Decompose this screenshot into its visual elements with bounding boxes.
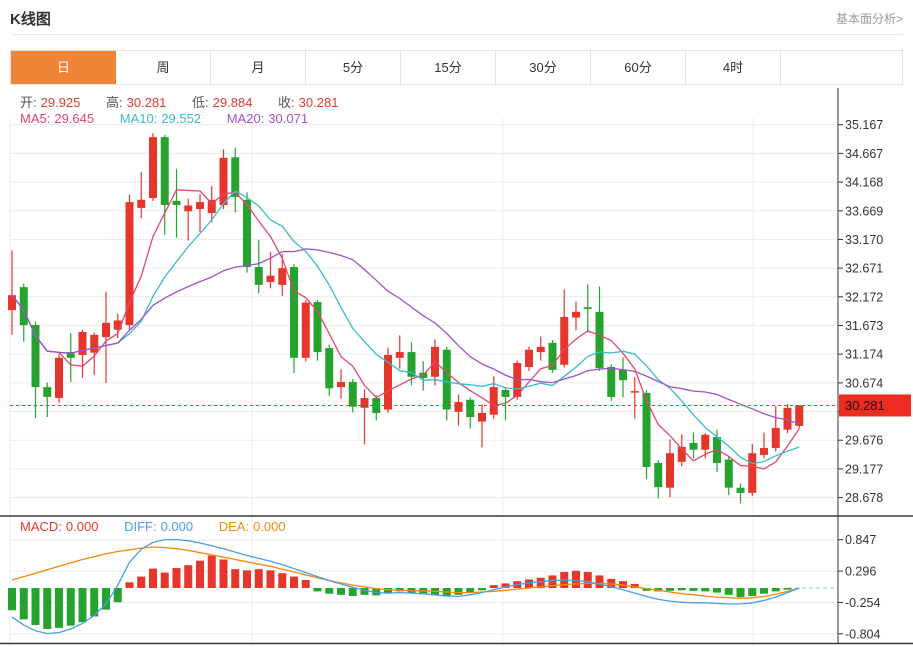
- ohlc-close-value: 30.281: [298, 95, 339, 110]
- ma20-value: 30.071: [268, 111, 309, 126]
- main-price-chart[interactable]: 35.167 34.667 34.168 33.669 33.170 32.671 32.1…: [0, 88, 913, 515]
- diff-line: [11, 538, 800, 635]
- ma10-value: 29.552: [161, 111, 202, 126]
- dea-line: [11, 546, 800, 599]
- svg-text:0.847: 0.847: [845, 533, 876, 547]
- svg-text:0.296: 0.296: [845, 565, 876, 579]
- tab-周[interactable]: 周: [116, 51, 211, 84]
- svg-text:32.172: 32.172: [845, 290, 883, 304]
- svg-text:31.174: 31.174: [845, 348, 883, 362]
- svg-text:-0.804: -0.804: [845, 627, 880, 641]
- tab-bar: 日周月 5分 15分 30分 60分 4时: [10, 50, 903, 85]
- macd-value: 0.000: [65, 519, 99, 534]
- ma5-line: [11, 189, 800, 470]
- ohlc-low-value: 29.884: [212, 95, 253, 110]
- ohlc-close-label: 收:: [278, 95, 295, 110]
- candles-group: [8, 133, 804, 504]
- macd-chart[interactable]: 0.847 0.296 -0.254 -0.804: [0, 515, 913, 647]
- ohlc-row: 开: 29.925 高: 30.281 低: 29.884 收: 30.281: [20, 92, 342, 111]
- dea-value: 0.000: [253, 519, 286, 534]
- header: K线图 基本面分析>: [10, 0, 903, 35]
- ohlc-open-value: 29.925: [40, 95, 81, 110]
- svg-text:30.281: 30.281: [845, 398, 885, 413]
- ohlc-high-value: 30.281: [126, 95, 167, 110]
- page-title: K线图: [10, 11, 51, 28]
- ma20-line: [11, 248, 800, 425]
- svg-text:30.674: 30.674: [845, 376, 883, 390]
- tab-5分[interactable]: 5分: [306, 51, 401, 84]
- svg-text:33.170: 33.170: [845, 233, 883, 247]
- ma20-label: MA20:: [226, 111, 265, 126]
- fundamental-analysis-link[interactable]: 基本面分析>: [835, 12, 903, 26]
- tab-月[interactable]: 月: [211, 51, 306, 84]
- svg-text:29.676: 29.676: [845, 434, 883, 448]
- tab-30分[interactable]: 30分: [496, 51, 591, 84]
- macd-header-row: MACD: 0.000 DIFF: 0.000 DEA: 0.000: [20, 519, 290, 534]
- diff-value: 0.000: [160, 519, 194, 534]
- macd-histogram: [8, 555, 792, 630]
- svg-text:-0.254: -0.254: [845, 596, 880, 610]
- dea-label: DEA:: [218, 519, 250, 534]
- svg-text:31.673: 31.673: [845, 319, 883, 333]
- svg-text:34.667: 34.667: [845, 147, 883, 161]
- ma5-value: 29.645: [54, 111, 95, 126]
- svg-text:29.177: 29.177: [845, 462, 883, 476]
- last-price-badge: 30.281: [839, 394, 911, 417]
- tab-60分[interactable]: 60分: [591, 51, 686, 84]
- svg-text:28.678: 28.678: [845, 491, 883, 505]
- ma10-label: MA10:: [119, 111, 158, 126]
- svg-text:35.167: 35.167: [845, 118, 883, 132]
- ohlc-high-label: 高:: [106, 95, 123, 110]
- diff-label: DIFF:: [124, 519, 157, 534]
- ma-row: MA5: 29.645 MA10: 29.552 MA20: 30.071: [20, 111, 312, 126]
- tab-日[interactable]: 日: [11, 51, 116, 84]
- tab-15分[interactable]: 15分: [401, 51, 496, 84]
- svg-text:32.671: 32.671: [845, 262, 883, 276]
- ma5-label: MA5:: [20, 111, 51, 126]
- ohlc-low-label: 低:: [192, 95, 209, 110]
- ohlc-open-label: 开:: [20, 95, 37, 110]
- tab-4时[interactable]: 4时: [686, 51, 781, 84]
- macd-label: MACD:: [20, 519, 62, 534]
- svg-text:34.168: 34.168: [845, 176, 883, 190]
- svg-text:33.669: 33.669: [845, 204, 883, 218]
